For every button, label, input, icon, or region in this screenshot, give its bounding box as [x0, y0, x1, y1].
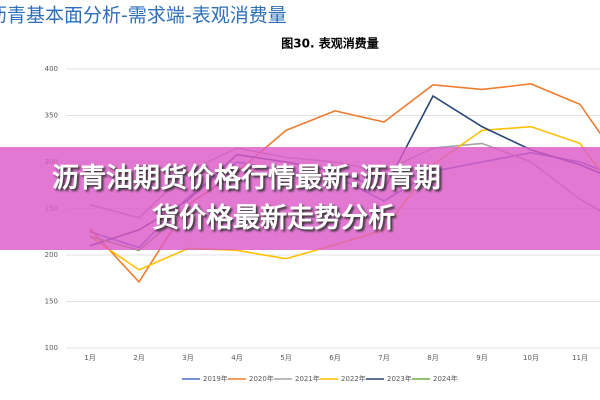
x-tick-label: 2月	[133, 354, 144, 362]
y-tick-label: 150	[45, 298, 58, 306]
legend-label: 2024年	[433, 374, 458, 383]
y-tick-label: 400	[45, 65, 58, 73]
legend-label: 2022年	[341, 374, 366, 383]
chart-title: 图30. 表观消费量	[281, 36, 378, 51]
legend-label: 2021年	[295, 374, 320, 383]
y-tick-label: 350	[45, 112, 58, 120]
banner-line: 沥青油期货价格行情最新:沥青期	[52, 163, 441, 194]
x-tick-label: 1月	[84, 354, 95, 362]
banner-line: 货价格最新走势分析	[152, 203, 395, 234]
y-tick-label: 100	[45, 344, 58, 352]
x-tick-label: 6月	[329, 354, 340, 362]
banner: 沥青油期货价格行情最新:沥青期 货价格最新走势分析	[0, 147, 600, 250]
x-tick-label: 3月	[182, 354, 193, 362]
page-header: 沥青基本面分析-需求端-表观消费量	[0, 5, 287, 27]
x-tick-label: 10月	[523, 354, 539, 362]
x-tick-label: 8月	[427, 354, 438, 362]
x-tick-label: 9月	[476, 354, 487, 362]
legend-label: 2019年	[203, 374, 228, 383]
x-tick-label: 7月	[378, 354, 389, 362]
y-tick-label: 200	[45, 251, 58, 259]
x-tick-label: 11月	[572, 354, 588, 362]
legend-label: 2020年	[249, 374, 274, 383]
x-tick-label: 5月	[280, 354, 291, 362]
x-tick-label: 4月	[231, 354, 242, 362]
legend-label: 2023年	[387, 374, 412, 383]
